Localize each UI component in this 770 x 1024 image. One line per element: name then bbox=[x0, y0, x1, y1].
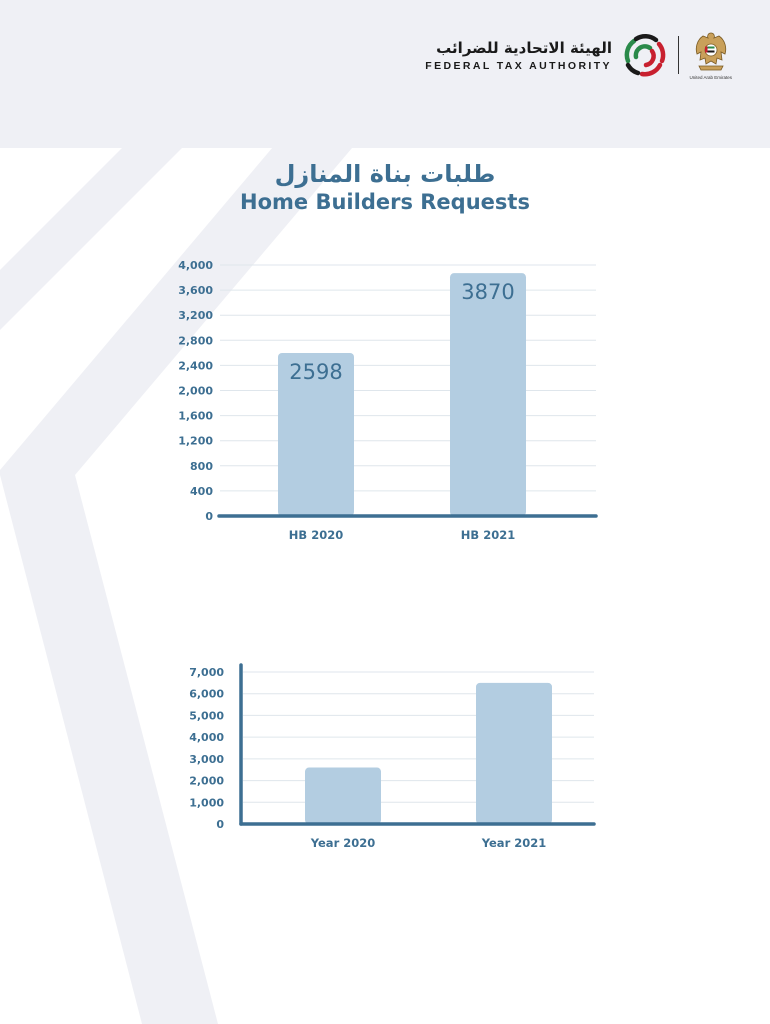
y-tick-label: 3,600 bbox=[178, 284, 213, 297]
page-title-english: Home Builders Requests bbox=[240, 190, 530, 214]
logo-divider bbox=[677, 36, 680, 74]
y-tick-label: 7,000 bbox=[189, 666, 224, 679]
x-category-label: Year 2021 bbox=[481, 836, 547, 850]
bar bbox=[450, 273, 526, 516]
y-tick-label: 3,000 bbox=[189, 753, 224, 766]
data-label: 2598 bbox=[289, 360, 342, 384]
y-tick-label: 800 bbox=[190, 460, 213, 473]
yearly-requests-chart: 0 1,000 2,000 3,000 4,000 5,000 6,000 7,000 Year… bbox=[189, 663, 596, 850]
x-category-label: HB 2020 bbox=[289, 528, 343, 542]
fta-english-name: FEDERAL TAX AUTHORITY bbox=[425, 59, 612, 72]
y-tick-label: 3,200 bbox=[178, 309, 213, 322]
y-tick-label: 2,800 bbox=[178, 334, 213, 347]
fta-logo-icon bbox=[624, 33, 666, 77]
bar bbox=[476, 682, 552, 824]
y-tick-label: 1,600 bbox=[178, 410, 213, 423]
data-label: 3870 bbox=[461, 280, 514, 304]
y-tick-label: 4,000 bbox=[189, 731, 224, 744]
y-tick-label: 2,400 bbox=[178, 359, 213, 372]
fta-arabic-name: الهيئة الاتحادية للضرائب bbox=[436, 38, 612, 57]
y-tick-label: 1,000 bbox=[189, 796, 224, 809]
x-category-label: HB 2021 bbox=[461, 528, 515, 542]
x-category-label: Year 2020 bbox=[310, 836, 376, 850]
uae-emblem: United Arab Emirates bbox=[689, 30, 732, 80]
header-logos: الهيئة الاتحادية للضرائب FEDERAL TAX AUT… bbox=[425, 30, 732, 80]
y-tick-label: 5,000 bbox=[189, 709, 224, 722]
bar bbox=[305, 767, 381, 824]
y-tick-label: 400 bbox=[190, 485, 213, 498]
y-tick-label: 6,000 bbox=[189, 688, 224, 701]
y-tick-label: 0 bbox=[216, 818, 224, 831]
y-tick-label: 2,000 bbox=[178, 385, 213, 398]
home-builders-chart: 0 400 800 1,200 1,600 2,000 2,400 2,800 3,200 3,6… bbox=[178, 259, 598, 542]
y-tick-label: 0 bbox=[205, 510, 213, 523]
y-tick-label: 1,200 bbox=[178, 435, 213, 448]
uae-caption: United Arab Emirates bbox=[689, 75, 732, 80]
y-tick-label: 2,000 bbox=[189, 775, 224, 788]
falcon-emblem-icon bbox=[695, 32, 726, 71]
y-tick-label: 4,000 bbox=[178, 259, 213, 272]
bar bbox=[278, 352, 354, 516]
page-title-arabic: طلبات بناة المنازل bbox=[274, 160, 496, 188]
fta-wordmark: الهيئة الاتحادية للضرائب FEDERAL TAX AUT… bbox=[425, 39, 612, 72]
